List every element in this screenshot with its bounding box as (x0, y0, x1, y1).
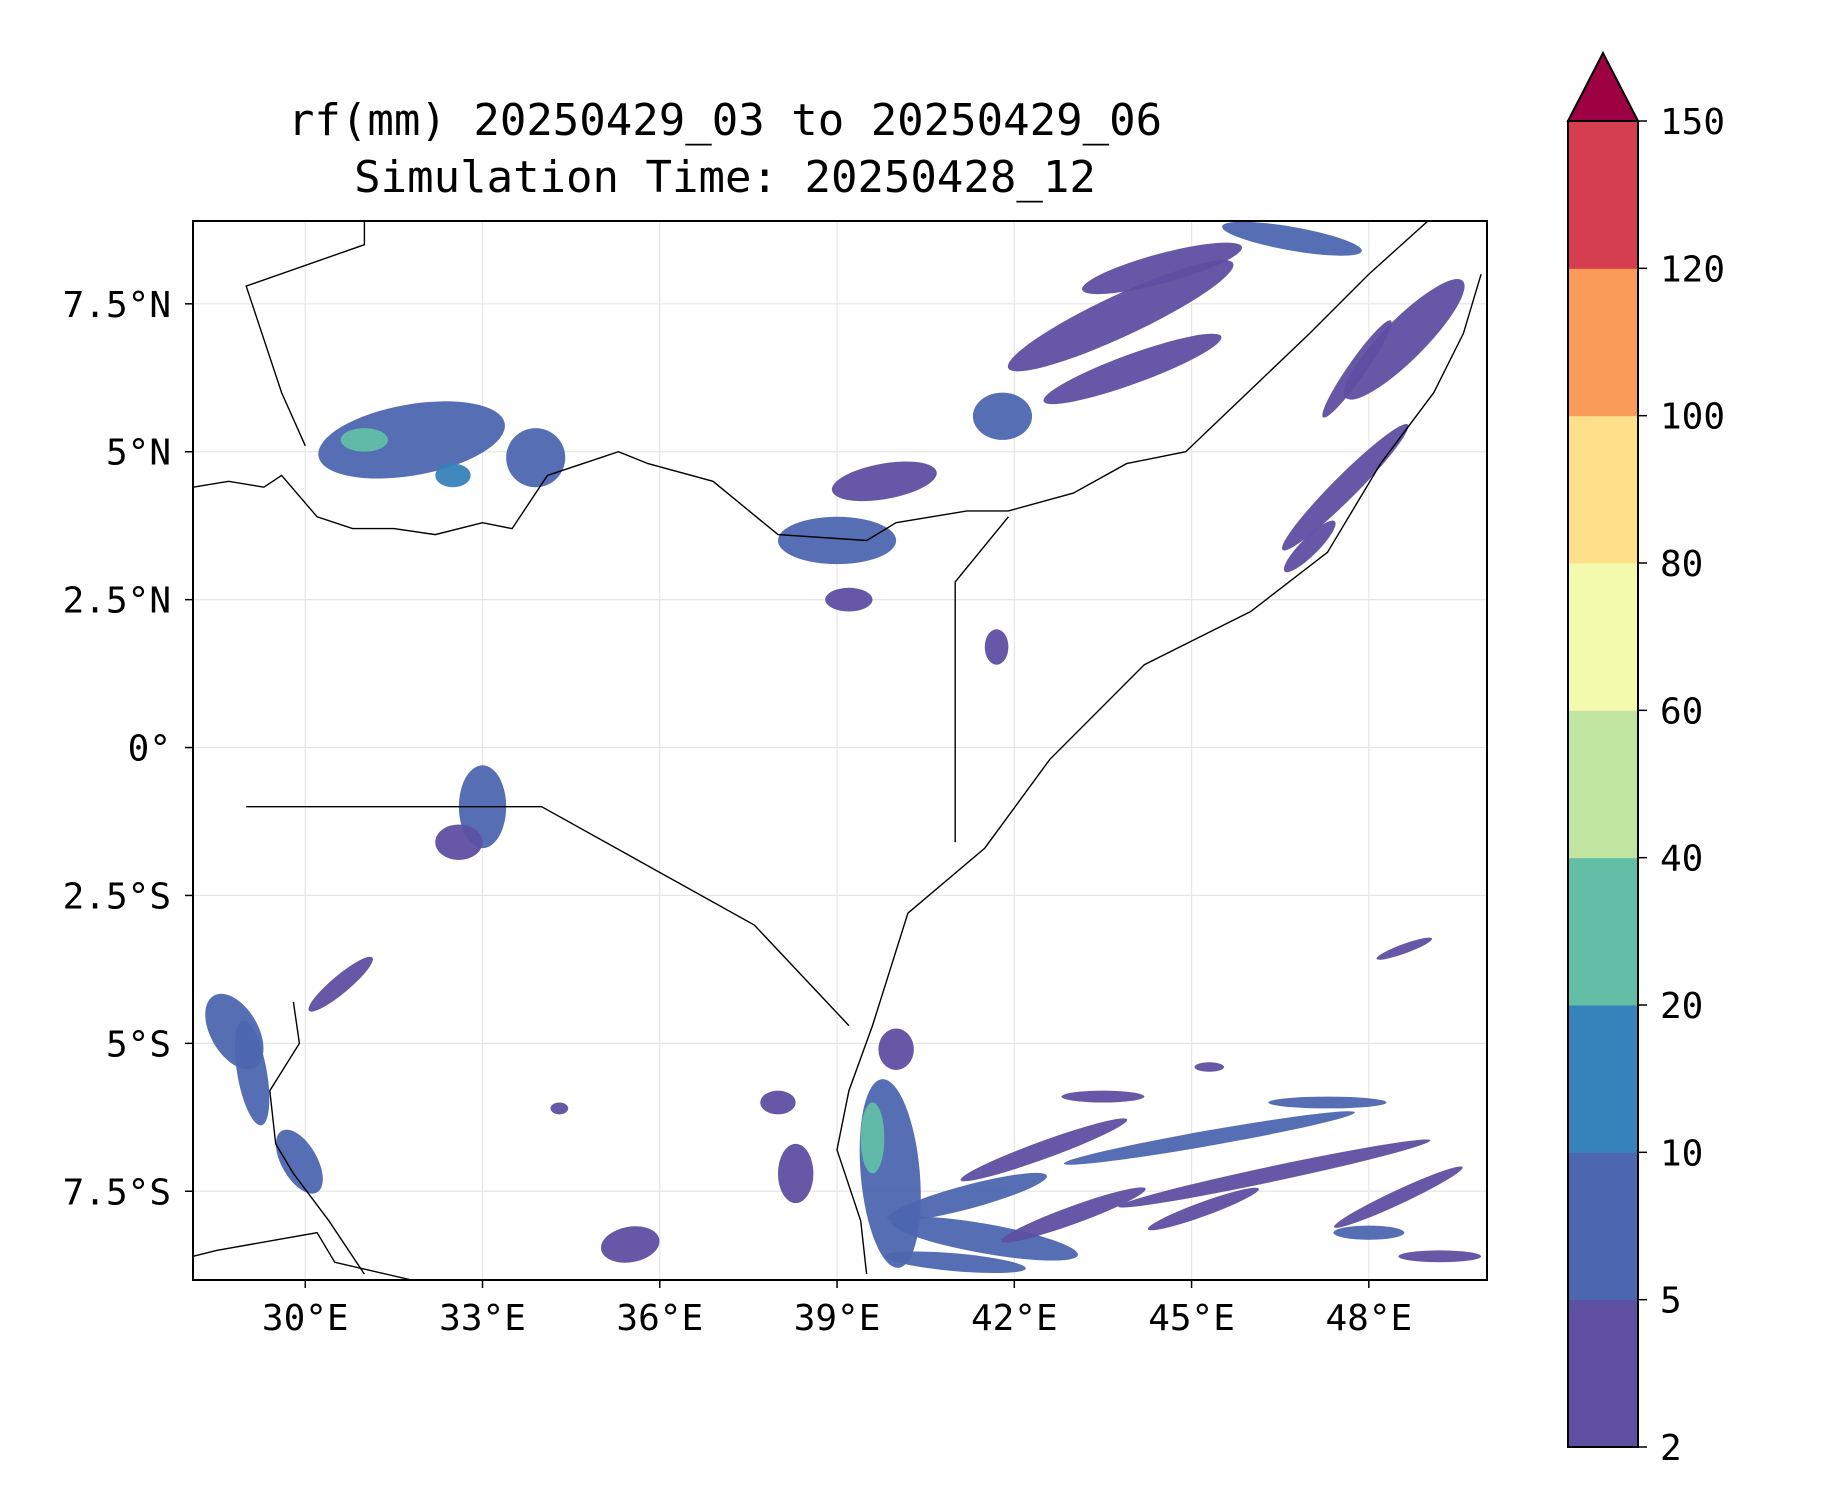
x-tick-label: 45°E (1148, 1298, 1235, 1339)
colorbar-tick-label: 5 (1660, 1281, 1682, 1322)
y-tick-label: 5°S (106, 1024, 171, 1065)
colorbar-tick-label: 40 (1660, 839, 1703, 880)
rain-cell (1118, 1139, 1431, 1208)
rain-cell (234, 1020, 270, 1126)
rain-cell (1061, 1090, 1145, 1103)
rain-cell (550, 1102, 569, 1115)
rain-cell (1322, 320, 1392, 418)
colorbar-frame (1567, 120, 1639, 1448)
latitude-ticks: 7.5°N 5°N 2.5°N 0° 2.5°S 5°S 7.5°S (63, 285, 193, 1213)
map-plot-area (192, 220, 1488, 1281)
rain-cell (308, 956, 373, 1012)
rain-cell (1268, 1096, 1387, 1109)
border-line (269, 1001, 365, 1275)
country-borders (193, 221, 1482, 1280)
rain-cell (825, 587, 873, 612)
colorbar-segment (1568, 563, 1638, 711)
map-frame (192, 220, 1488, 1281)
rain-cell (860, 1102, 885, 1174)
rain-cell (884, 1251, 1026, 1274)
rainfall-contours (205, 221, 1482, 1274)
border-line (193, 221, 1429, 542)
rain-cell (960, 1118, 1128, 1182)
rain-cell (1334, 1166, 1463, 1228)
rain-cell (1376, 937, 1433, 960)
rain-cell (435, 463, 471, 488)
rain-cell (831, 461, 937, 502)
rain-cell (340, 428, 388, 452)
x-tick-label: 36°E (616, 1298, 703, 1339)
rain-cell (1281, 424, 1409, 551)
colorbar-segment (1568, 1152, 1638, 1301)
y-tick-label: 5°N (106, 433, 171, 474)
rain-cell (887, 1172, 1047, 1222)
colorbar-tick-label: 80 (1660, 544, 1703, 585)
border-line (836, 273, 1482, 1275)
rain-cell (878, 1028, 914, 1070)
colorbar-segment (1568, 710, 1638, 859)
x-tick-label: 30°E (262, 1298, 349, 1339)
rain-cell (777, 516, 897, 565)
longitude-ticks: 30°E 33°E 36°E 39°E 42°E 45°E 48°E (262, 1280, 1412, 1339)
y-tick-label: 7.5°N (63, 285, 171, 326)
y-tick-label: 2.5°N (63, 581, 171, 622)
rain-cell (984, 629, 1009, 665)
rain-cell (1222, 221, 1362, 256)
rain-cell (891, 1216, 1078, 1261)
border-line (954, 516, 1009, 843)
rain-cell (760, 1090, 796, 1115)
colorbar-tick-label: 60 (1660, 691, 1703, 732)
colorbar-extend-arrow (1566, 50, 1640, 122)
rain-cell (1007, 259, 1234, 372)
title-line-2: Simulation Time: 20250428_12 (354, 152, 1096, 203)
y-tick-label: 0° (128, 729, 171, 770)
rain-cell (1082, 242, 1243, 295)
y-tick-label: 2.5°S (63, 876, 171, 917)
x-tick-label: 33°E (439, 1298, 526, 1339)
colorbar-tick-label: 120 (1660, 249, 1725, 290)
colorbar-segment (1568, 121, 1638, 269)
rain-cell (1333, 1225, 1405, 1240)
rain-cell (1194, 1062, 1225, 1072)
colorbar-tick-label: 10 (1660, 1133, 1703, 1174)
x-tick-label: 39°E (794, 1298, 881, 1339)
colorbar-tick-label: 20 (1660, 986, 1703, 1027)
x-tick-label: 48°E (1325, 1298, 1412, 1339)
rain-cell (1147, 1187, 1259, 1231)
rain-cell (1001, 1187, 1146, 1243)
colorbar-tick-label: 100 (1660, 397, 1725, 438)
colorbar-segment (1568, 857, 1638, 1006)
title-line-1: rf(mm) 20250429_03 to 20250429_06 (288, 95, 1162, 146)
border-line (246, 806, 850, 1027)
rain-cell (1043, 333, 1222, 405)
rain-cell (1343, 279, 1465, 400)
x-tick-label: 42°E (971, 1298, 1058, 1339)
border-line (245, 221, 366, 447)
colorbar-segment (1568, 415, 1638, 564)
rain-cell (972, 392, 1033, 440)
colorbar-tick-label: 2 (1660, 1428, 1682, 1469)
rain-cell (435, 824, 483, 860)
rain-cell (506, 428, 566, 488)
colorbar: 2 5 10 20 40 60 80 100 120 150 (1566, 50, 1725, 1469)
rain-cell (600, 1226, 660, 1263)
y-tick-label: 7.5°S (63, 1172, 171, 1213)
colorbar-segment (1568, 1299, 1638, 1448)
rain-cell (1283, 520, 1336, 573)
rain-cell (275, 1129, 323, 1194)
colorbar-segment (1568, 1005, 1638, 1153)
rain-cell (777, 1143, 814, 1204)
colorbar-segment (1568, 268, 1638, 417)
rain-cell (1398, 1250, 1482, 1263)
rain-cell (1063, 1111, 1355, 1165)
colorbar-tick-label: 150 (1660, 102, 1725, 143)
rain-cell (318, 401, 505, 479)
